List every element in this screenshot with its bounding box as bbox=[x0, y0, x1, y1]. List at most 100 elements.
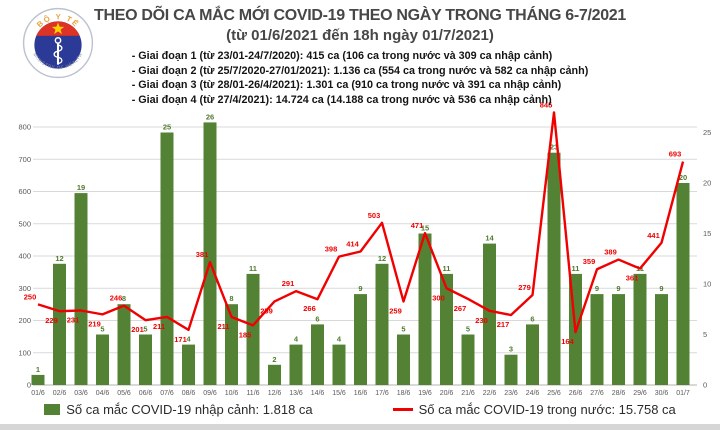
line-value-label: 300 bbox=[432, 293, 445, 302]
legend-domestic-label: Số ca mắc COVID-19 trong nước: 15.758 ca bbox=[418, 402, 676, 417]
right-axis-tick: 10 bbox=[703, 280, 711, 289]
line-value-label: 279 bbox=[518, 283, 531, 292]
date-label: 11/6 bbox=[246, 390, 259, 397]
bar-imported-cases bbox=[117, 304, 131, 385]
bar-value-label: 6 bbox=[530, 314, 534, 323]
bar-imported-cases bbox=[31, 374, 45, 385]
date-label: 14/6 bbox=[311, 390, 325, 397]
bar-value-label: 5 bbox=[466, 325, 470, 334]
bar-value-label: 9 bbox=[595, 284, 599, 293]
date-label: 15/6 bbox=[332, 390, 346, 397]
left-axis-tick: 700 bbox=[18, 155, 31, 164]
bar-imported-cases bbox=[612, 294, 625, 385]
date-label: 13/6 bbox=[289, 390, 303, 397]
bar-value-label: 15 bbox=[421, 224, 429, 233]
bar-value-label: 26 bbox=[206, 112, 214, 121]
ministry-of-health-logo: BỘ Y TẾ MINISTRY OF HEALTH bbox=[22, 7, 94, 79]
bar-value-label: 9 bbox=[659, 284, 663, 293]
bar-imported-cases bbox=[590, 294, 604, 385]
date-label: 25/6 bbox=[547, 390, 561, 397]
phase-3-line: - Giai đoạn 3 (từ 28/01-26/4/2021): 1.30… bbox=[131, 79, 562, 91]
bar-value-label: 8 bbox=[229, 294, 233, 303]
legend-imported-label: Số ca mắc COVID-19 nhập cảnh: 1.818 ca bbox=[66, 402, 313, 417]
bar-value-label: 5 bbox=[100, 325, 104, 334]
date-label: 22/6 bbox=[483, 390, 497, 397]
bar-imported-cases bbox=[547, 152, 561, 385]
phase-4-line: - Giai đoạn 4 (từ 27/4/2021): 14.724 ca … bbox=[131, 93, 552, 106]
left-axis-tick: 400 bbox=[18, 252, 31, 261]
date-label: 03/6 bbox=[74, 390, 88, 397]
bar-imported-cases bbox=[418, 233, 432, 385]
date-label: 21/6 bbox=[461, 390, 475, 397]
bar-imported-cases bbox=[268, 364, 281, 385]
line-value-label: 845 bbox=[540, 100, 553, 109]
bar-value-label: 2 bbox=[272, 355, 276, 364]
bar-value-label: 11 bbox=[572, 264, 580, 273]
line-value-label: 693 bbox=[669, 150, 682, 159]
line-value-label: 171 bbox=[174, 335, 187, 344]
chart-subtitle: (từ 01/6/2021 đến 18h ngày 01/7/2021) bbox=[226, 27, 494, 44]
bar-value-label: 9 bbox=[616, 284, 620, 293]
bar-value-label: 11 bbox=[443, 264, 451, 273]
bar-imported-cases bbox=[53, 263, 66, 385]
line-value-label: 259 bbox=[260, 306, 273, 315]
bar-imported-cases bbox=[655, 294, 668, 385]
date-label: 02/6 bbox=[53, 390, 67, 397]
line-value-label: 229 bbox=[45, 316, 58, 325]
bar-imported-cases bbox=[676, 183, 690, 385]
date-label: 30/6 bbox=[655, 390, 669, 397]
left-axis-tick: 600 bbox=[18, 187, 31, 196]
date-label: 05/6 bbox=[117, 390, 131, 397]
date-label: 06/6 bbox=[139, 390, 153, 397]
date-label: 26/6 bbox=[569, 390, 583, 397]
bar-imported-cases bbox=[397, 334, 410, 385]
bar-imported-cases bbox=[311, 324, 324, 385]
line-value-label: 246 bbox=[110, 294, 123, 303]
phase-summary-list: - Giai đoạn 1 (từ 23/01-24/7/2020): 415 … bbox=[132, 49, 589, 107]
date-label: 16/6 bbox=[354, 390, 368, 397]
line-value-label: 291 bbox=[282, 279, 295, 288]
line-value-label: 259 bbox=[389, 306, 402, 315]
date-label: 04/6 bbox=[96, 390, 110, 397]
bar-imported-cases bbox=[440, 273, 453, 385]
bar-imported-cases bbox=[289, 344, 303, 385]
chart-legend: Số ca mắc COVID-19 nhập cảnh: 1.818 ca S… bbox=[0, 402, 720, 417]
date-label: 28/6 bbox=[612, 390, 626, 397]
line-value-label: 217 bbox=[497, 320, 510, 329]
line-value-label: 441 bbox=[647, 231, 660, 240]
header: THEO DÕI CA MẮC MỚI COVID-19 THEO NGÀY T… bbox=[0, 6, 720, 108]
bar-value-label: 8 bbox=[122, 294, 126, 303]
bar-imported-cases bbox=[633, 273, 647, 385]
line-value-label: 359 bbox=[583, 257, 596, 266]
logo-snake-icon bbox=[53, 44, 63, 65]
line-value-label: 211 bbox=[217, 322, 229, 331]
line-value-label: 250 bbox=[24, 292, 37, 301]
line-value-label: 361 bbox=[626, 274, 639, 283]
date-label: 10/6 bbox=[225, 390, 239, 397]
right-axis-tick: 20 bbox=[703, 179, 711, 188]
bar-imported-cases bbox=[96, 334, 109, 385]
bar-imported-cases bbox=[160, 132, 174, 385]
bar-imported-cases bbox=[483, 243, 496, 385]
line-value-label: 471 bbox=[411, 221, 424, 230]
bar-value-label: 25 bbox=[163, 123, 171, 132]
bar-imported-cases bbox=[354, 294, 367, 385]
date-label: 18/6 bbox=[397, 390, 411, 397]
line-value-label: 230 bbox=[475, 316, 488, 325]
bottom-strip bbox=[0, 424, 720, 430]
line-value-label: 231 bbox=[67, 316, 80, 325]
date-label: 01/6 bbox=[31, 390, 45, 397]
line-value-label: 267 bbox=[454, 304, 467, 313]
bar-value-label: 19 bbox=[77, 183, 85, 192]
bar-imported-cases bbox=[246, 273, 260, 385]
right-axis-tick: 5 bbox=[703, 330, 707, 339]
line-value-label: 381 bbox=[196, 250, 209, 259]
legend-item-imported: Số ca mắc COVID-19 nhập cảnh: 1.818 ca bbox=[44, 402, 313, 417]
bar-value-label: 5 bbox=[143, 325, 147, 334]
bar-imported-cases bbox=[74, 193, 88, 385]
logo-star-icon bbox=[51, 22, 65, 35]
bar-imported-cases bbox=[225, 304, 238, 385]
bar-value-label: 9 bbox=[358, 284, 362, 293]
phase-2-line: - Giai đoạn 2 (từ 25/7/2020-27/01/2021):… bbox=[131, 64, 589, 77]
